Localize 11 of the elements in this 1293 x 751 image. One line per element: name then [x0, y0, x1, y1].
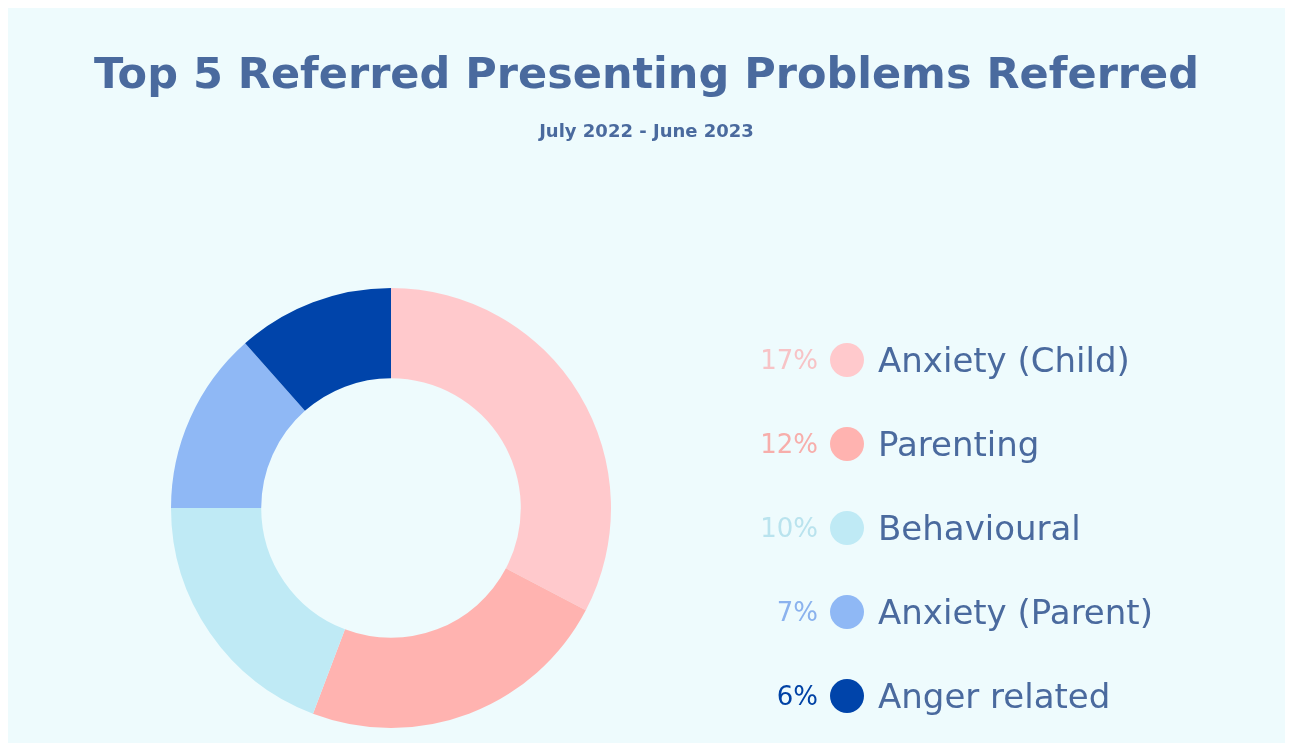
legend-label: Behavioural [878, 508, 1081, 548]
data-label: 7% [775, 597, 818, 627]
chart-subtitle: July 2022 - June 2023 [537, 120, 755, 141]
legend-label: Anxiety (Child) [878, 340, 1130, 380]
data-label: 12% [759, 429, 818, 459]
legend-label: Anxiety (Parent) [878, 592, 1153, 632]
chart-title: Top 5 Referred Presenting Problems Referred [93, 48, 1200, 98]
data-label: 17% [759, 345, 818, 375]
data-label: 6% [775, 681, 818, 711]
legend-label: Anger related [878, 676, 1111, 716]
legend-label: Parenting [878, 424, 1040, 464]
